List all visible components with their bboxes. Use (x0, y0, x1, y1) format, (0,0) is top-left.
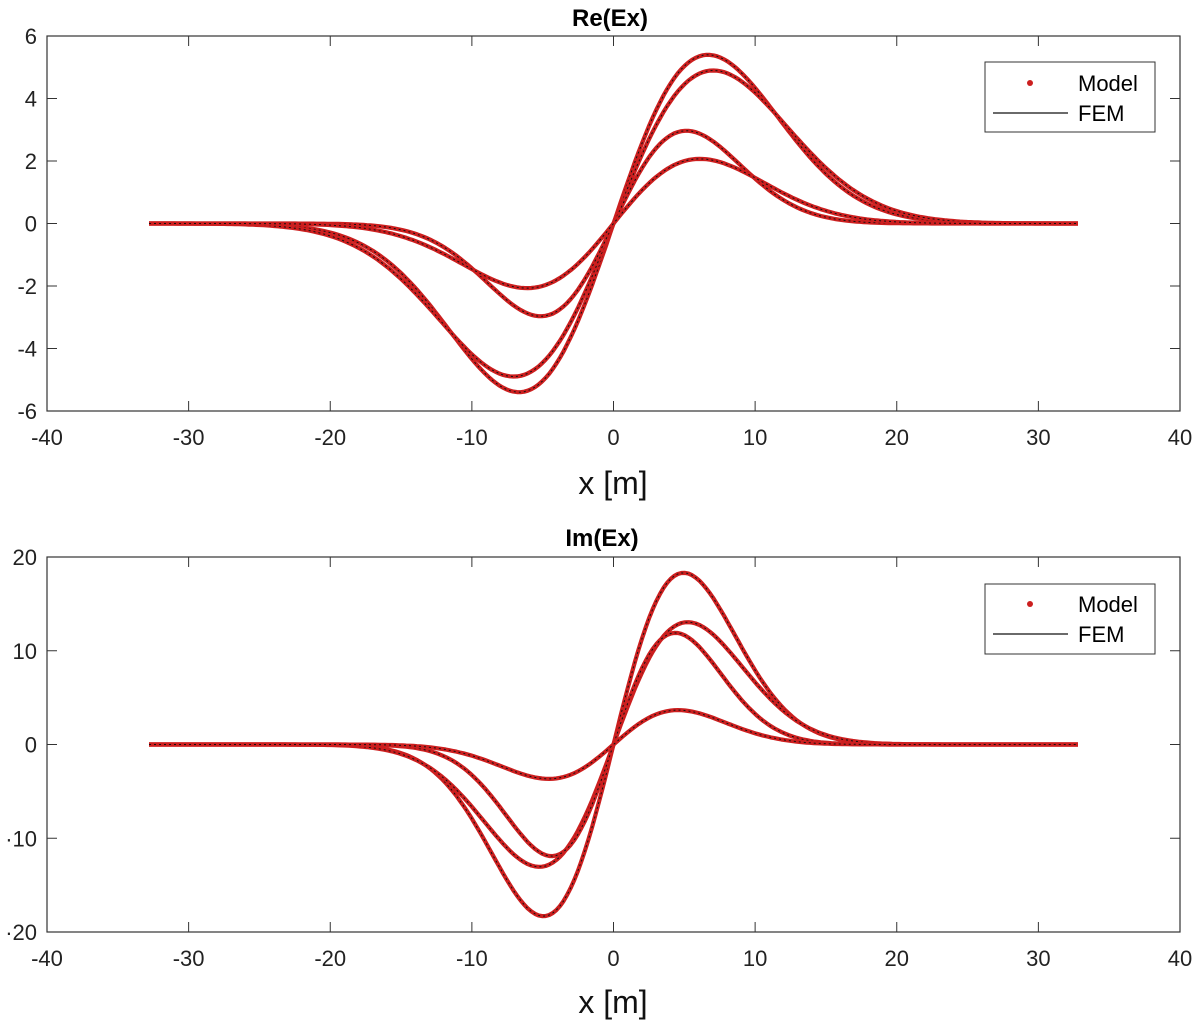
x-tick-label: -40 (31, 425, 63, 450)
y-ticks: ·20 ·10 0 10 20 (5, 545, 1180, 945)
x-tick-label: 20 (885, 946, 909, 971)
x-ticks: -40 -30 -20 -10 0 10 20 30 40 (31, 557, 1192, 971)
legend-fem-label: FEM (1078, 101, 1124, 126)
legend-fem-label: FEM (1078, 622, 1124, 647)
y-tick-label: 0 (25, 733, 37, 758)
x-axis-label: x [m] (578, 984, 647, 1020)
series-model-line (149, 708, 1078, 781)
x-tick-label: -20 (314, 946, 346, 971)
series-model-line (149, 156, 1078, 291)
y-tick-label: 6 (25, 24, 37, 49)
legend-model-marker (1027, 601, 1033, 607)
x-tick-label: -10 (456, 425, 488, 450)
legend-model-marker (1027, 80, 1033, 86)
y-tick-label: -6 (17, 399, 37, 424)
chart-title: Im(Ex) (565, 525, 638, 552)
y-tick-label: 20 (13, 545, 37, 570)
legend-model-label: Model (1078, 592, 1138, 617)
y-tick-label: 0 (25, 212, 37, 237)
y-tick-label: ·10 (5, 826, 37, 851)
x-tick-label: 0 (607, 946, 619, 971)
x-tick-label: 20 (885, 425, 909, 450)
x-tick-label: 40 (1168, 425, 1192, 450)
x-tick-label: -30 (173, 946, 205, 971)
legend: Model FEM (984, 583, 1156, 655)
legend-model-label: Model (1078, 71, 1138, 96)
x-tick-label: 30 (1026, 946, 1050, 971)
curves (149, 52, 1078, 395)
x-tick-label: 10 (743, 946, 767, 971)
x-tick-label: -40 (31, 946, 63, 971)
y-ticks: -6 -4 -2 0 2 4 6 (17, 24, 1180, 424)
chart-title: Re(Ex) (572, 5, 648, 32)
y-tick-label: -4 (17, 337, 37, 362)
y-tick-label: ·20 (5, 920, 37, 945)
x-tick-label: -20 (314, 425, 346, 450)
legend-box (984, 61, 1156, 133)
x-tick-label: 30 (1026, 425, 1050, 450)
series-fem-line (149, 69, 1078, 378)
x-tick-label: -10 (456, 946, 488, 971)
x-tick-label: 10 (743, 425, 767, 450)
panel-im-ex: Im(Ex) ·20 ·10 0 10 20 -40 -30 -20 -10 0 10 20 30 40… (5, 525, 1192, 1020)
legend: Model FEM (984, 61, 1156, 133)
y-tick-label: 2 (25, 149, 37, 174)
x-tick-label: 0 (607, 425, 619, 450)
y-tick-label: 4 (25, 87, 37, 112)
y-tick-label: 10 (13, 639, 37, 664)
x-ticks: -40 -30 -20 -10 0 10 20 30 40 (31, 36, 1192, 450)
legend-box (984, 583, 1156, 655)
x-tick-label: 40 (1168, 946, 1192, 971)
x-axis-label: x [m] (578, 465, 647, 501)
x-tick-label: -30 (173, 425, 205, 450)
y-tick-label: -2 (17, 274, 37, 299)
curves (149, 570, 1078, 919)
